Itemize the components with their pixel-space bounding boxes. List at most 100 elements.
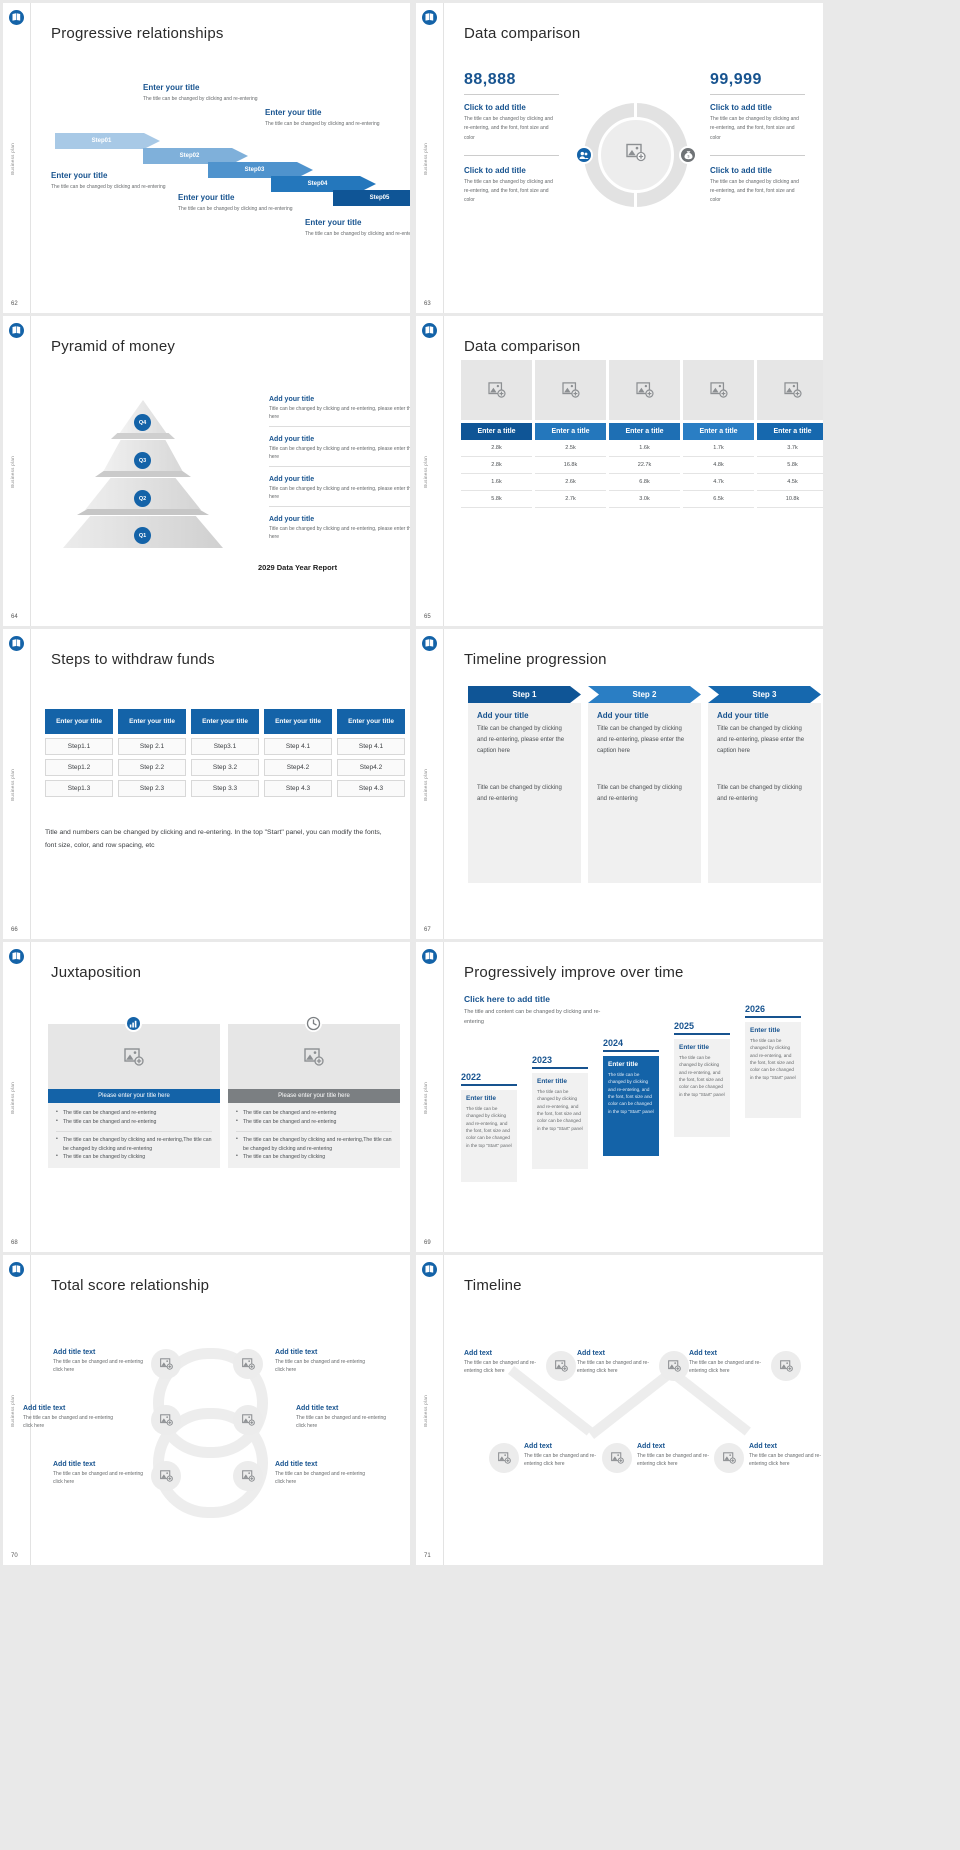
table-header-cell[interactable]: Enter a title bbox=[609, 423, 680, 440]
step-cell[interactable]: Step1.3 bbox=[45, 780, 113, 797]
timeline-step-body[interactable]: Add your title Title can be changed by c… bbox=[468, 703, 581, 883]
add-image-icon[interactable] bbox=[48, 1024, 220, 1089]
timeline-step-header[interactable]: Step 2 bbox=[588, 686, 701, 703]
step-cell[interactable]: Step 4.3 bbox=[264, 780, 332, 797]
year-card-2025[interactable]: 2025 Enter title The title can be change… bbox=[674, 1021, 730, 1137]
bar-chart-icon[interactable] bbox=[125, 1015, 142, 1032]
step-column-header[interactable]: Enter your title bbox=[191, 709, 259, 734]
node-circle[interactable] bbox=[151, 1461, 181, 1491]
add-image-icon[interactable] bbox=[228, 1024, 400, 1089]
node-text-5[interactable]: Add text The title can be changed and re… bbox=[637, 1443, 711, 1468]
timeline-step-body[interactable]: Add your title Title can be changed by c… bbox=[708, 703, 821, 883]
slide-67[interactable]: Business plan Timeline progression 67 St… bbox=[416, 629, 823, 939]
pyramid-caption-4[interactable]: Add your title Title can be changed by c… bbox=[269, 516, 410, 541]
arrow-step-1[interactable]: Step01 bbox=[55, 133, 160, 149]
pyramid-label-q2[interactable]: Q2 bbox=[134, 490, 151, 507]
step-cell[interactable]: Step4.2 bbox=[264, 759, 332, 776]
clock-icon[interactable] bbox=[305, 1015, 322, 1032]
slide-68[interactable]: Business plan Juxtaposition 68 Please en… bbox=[3, 942, 410, 1252]
node-text-3[interactable]: Add title text The title can be changed … bbox=[53, 1461, 147, 1486]
slide-71[interactable]: Business plan Timeline 71 Add text The t bbox=[416, 1255, 823, 1565]
slide-70[interactable]: Business plan Total score relationship 7… bbox=[3, 1255, 410, 1565]
pyramid-label-q1[interactable]: Q1 bbox=[134, 527, 151, 544]
timeline-step-header[interactable]: Step 3 bbox=[708, 686, 821, 703]
step-cell[interactable]: Step 3.2 bbox=[191, 759, 259, 776]
pyramid-label-q4[interactable]: Q4 bbox=[134, 414, 151, 431]
step-cell[interactable]: Step 2.2 bbox=[118, 759, 186, 776]
step-cell[interactable]: Step3.1 bbox=[191, 738, 259, 755]
step-cell[interactable]: Step 2.1 bbox=[118, 738, 186, 755]
node-text-6[interactable]: Add title text The title can be changed … bbox=[275, 1461, 369, 1486]
node-text-2[interactable]: Add title text The title can be changed … bbox=[23, 1405, 117, 1430]
node-circle[interactable] bbox=[659, 1351, 689, 1381]
timeline-step-header[interactable]: Step 1 bbox=[468, 686, 581, 703]
node-text-1[interactable]: Add text The title can be changed and re… bbox=[464, 1350, 538, 1375]
step-cell[interactable]: Step 4.1 bbox=[337, 738, 405, 755]
slide-63[interactable]: Business plan Data comparison 63 88,888 … bbox=[416, 3, 823, 313]
add-image-icon[interactable] bbox=[626, 143, 646, 167]
timeline-step-body[interactable]: Add your title Title can be changed by c… bbox=[588, 703, 701, 883]
add-image-icon[interactable] bbox=[535, 360, 606, 420]
year-card-2024[interactable]: 2024 Enter title The title can be change… bbox=[603, 1038, 659, 1156]
pyramid-caption-1[interactable]: Add your title Title can be changed by c… bbox=[269, 396, 410, 427]
table-header-cell[interactable]: Enter a title bbox=[461, 423, 532, 440]
step-cell[interactable]: Step4.2 bbox=[337, 759, 405, 776]
column-title-bar[interactable]: Please enter your title here bbox=[48, 1089, 220, 1103]
caption-3[interactable]: Enter your title The title can be change… bbox=[178, 193, 293, 214]
slide-62[interactable]: Business plan Progressive relationships … bbox=[3, 3, 410, 313]
people-icon[interactable] bbox=[575, 146, 593, 164]
add-image-icon[interactable] bbox=[609, 360, 680, 420]
node-text-1[interactable]: Add title text The title can be changed … bbox=[53, 1349, 147, 1374]
year-card-2023[interactable]: 2023 Enter title The title can be change… bbox=[532, 1055, 588, 1169]
money-bag-icon[interactable]: $ bbox=[679, 146, 697, 164]
year-card-2026[interactable]: 2026 Enter title The title can be change… bbox=[745, 1004, 801, 1118]
node-circle[interactable] bbox=[233, 1461, 263, 1491]
block-title[interactable]: Click to add title bbox=[464, 103, 526, 112]
node-text-4[interactable]: Add text The title can be changed and re… bbox=[524, 1443, 598, 1468]
node-circle[interactable] bbox=[489, 1443, 519, 1473]
node-circle[interactable] bbox=[151, 1349, 181, 1379]
table-header-cell[interactable]: Enter a title bbox=[535, 423, 606, 440]
block-title[interactable]: Click to add title bbox=[464, 165, 526, 175]
step-column-header[interactable]: Enter your title bbox=[264, 709, 332, 734]
arrow-step-2[interactable]: Step02 bbox=[143, 148, 248, 164]
table-header-cell[interactable]: Enter a title bbox=[757, 423, 823, 440]
step-cell[interactable]: Step 4.3 bbox=[337, 780, 405, 797]
node-text-3[interactable]: Add text The title can be changed and re… bbox=[689, 1350, 763, 1375]
node-circle[interactable] bbox=[602, 1443, 632, 1473]
slide-64[interactable]: Business plan Pyramid of money 64 Q4 Q3 … bbox=[3, 316, 410, 626]
add-image-icon[interactable] bbox=[683, 360, 754, 420]
step-column-header[interactable]: Enter your title bbox=[45, 709, 113, 734]
caption-2[interactable]: Enter your title The title can be change… bbox=[143, 83, 258, 104]
node-text-5[interactable]: Add title text The title can be changed … bbox=[296, 1405, 390, 1430]
arrow-step-4[interactable]: Step04 bbox=[271, 176, 376, 192]
node-text-6[interactable]: Add text The title can be changed and re… bbox=[749, 1443, 823, 1468]
node-text-4[interactable]: Add title text The title can be changed … bbox=[275, 1349, 369, 1374]
node-circle[interactable] bbox=[233, 1349, 263, 1379]
column-title-bar[interactable]: Please enter your title here bbox=[228, 1089, 400, 1103]
block-title[interactable]: Click to add title bbox=[710, 165, 772, 175]
node-circle[interactable] bbox=[233, 1405, 263, 1435]
lead-title[interactable]: Click here to add title bbox=[464, 994, 550, 1004]
node-text-2[interactable]: Add text The title can be changed and re… bbox=[577, 1350, 651, 1375]
add-image-icon[interactable] bbox=[757, 360, 823, 420]
caption-5[interactable]: Enter your title The title can be change… bbox=[305, 218, 410, 239]
node-circle[interactable] bbox=[151, 1405, 181, 1435]
arrow-step-3[interactable]: Step03 bbox=[208, 162, 313, 178]
step-cell[interactable]: Step 2.3 bbox=[118, 780, 186, 797]
pyramid-caption-3[interactable]: Add your title Title can be changed by c… bbox=[269, 476, 410, 507]
pyramid-label-q3[interactable]: Q3 bbox=[134, 452, 151, 469]
node-circle[interactable] bbox=[546, 1351, 576, 1381]
slide-69[interactable]: Business plan Progressively improve over… bbox=[416, 942, 823, 1252]
arrow-step-5[interactable]: Step05 bbox=[333, 190, 410, 206]
step-column-header[interactable]: Enter your title bbox=[118, 709, 186, 734]
node-circle[interactable] bbox=[714, 1443, 744, 1473]
step-cell[interactable]: Step1.2 bbox=[45, 759, 113, 776]
step-cell[interactable]: Step1.1 bbox=[45, 738, 113, 755]
year-card-2022[interactable]: 2022 Enter title The title can be change… bbox=[461, 1072, 517, 1182]
table-header-cell[interactable]: Enter a title bbox=[683, 423, 754, 440]
node-circle[interactable] bbox=[771, 1351, 801, 1381]
caption-1[interactable]: Enter your title The title can be change… bbox=[51, 171, 166, 192]
step-cell[interactable]: Step 3.3 bbox=[191, 780, 259, 797]
block-title[interactable]: Click to add title bbox=[710, 103, 772, 112]
